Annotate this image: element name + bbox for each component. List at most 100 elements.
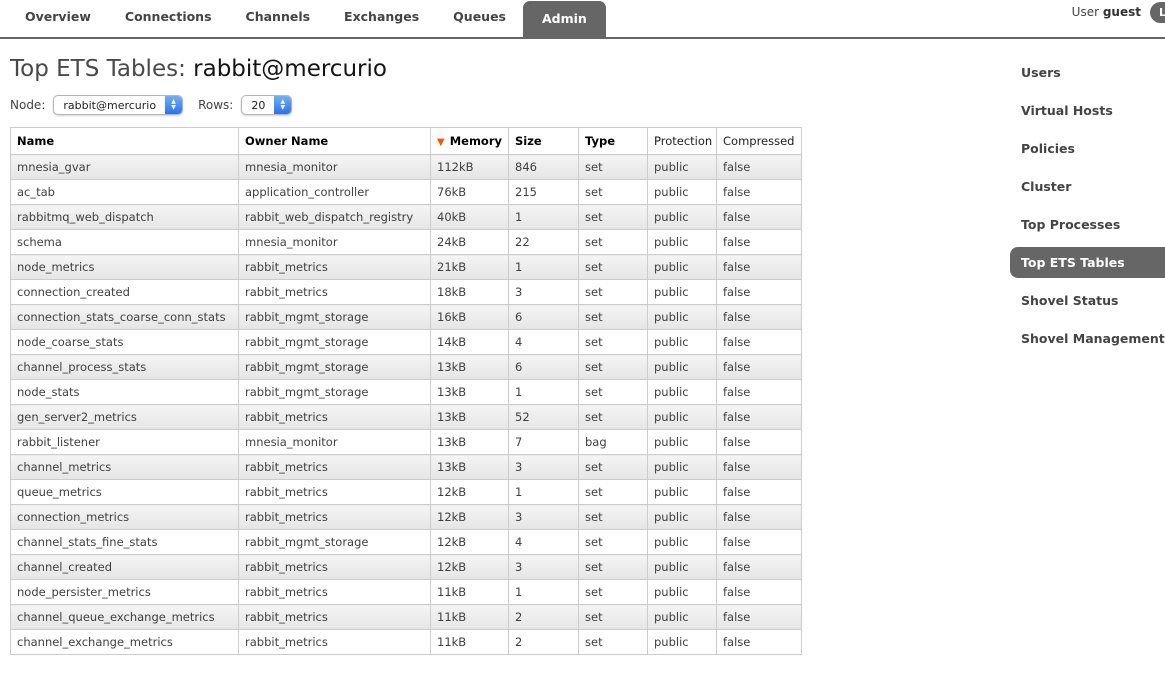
sidebar-item-cluster[interactable]: Cluster bbox=[1021, 179, 1072, 194]
cell-memory: 11kB bbox=[430, 604, 509, 630]
cell-name: channel_exchange_metrics bbox=[10, 629, 239, 655]
cell-name: rabbitmq_web_dispatch bbox=[10, 204, 239, 230]
tab-connections[interactable]: Connections bbox=[124, 9, 212, 24]
cell-type: set bbox=[578, 504, 648, 530]
table-row: channel_queue_exchange_metrics rabbit_met… bbox=[10, 604, 802, 630]
cell-size: 52 bbox=[508, 404, 579, 430]
cell-name: channel_metrics bbox=[10, 454, 239, 480]
cell-compressed: false bbox=[716, 554, 802, 580]
cell-owner-name: mnesia_monitor bbox=[238, 429, 431, 455]
column-header-label: Protection bbox=[654, 134, 713, 148]
column-header-size[interactable]: Size bbox=[508, 127, 579, 155]
cell-owner-name: rabbit_metrics bbox=[238, 629, 431, 655]
sidebar-item-shovel-management[interactable]: Shovel Management bbox=[1021, 331, 1165, 346]
cell-memory: 14kB bbox=[430, 329, 509, 355]
tab-queues[interactable]: Queues bbox=[453, 9, 506, 24]
cell-type: set bbox=[578, 604, 648, 630]
table-row: connection_created rabbit_metrics 18kB 3 set… bbox=[10, 279, 802, 305]
table-row: channel_created rabbit_metrics 12kB 3 set pub… bbox=[10, 554, 802, 580]
tab-exchanges[interactable]: Exchanges bbox=[344, 9, 420, 24]
top-navigation-bar: Overview Connections Channels Exchanges Queu… bbox=[0, 0, 1165, 39]
cell-name: channel_stats_fine_stats bbox=[10, 529, 239, 555]
node-select[interactable]: rabbit@mercurio ▲ ▼ bbox=[53, 95, 184, 115]
cell-compressed: false bbox=[716, 304, 802, 330]
page-title: Top ETS Tables: rabbit@mercurio bbox=[10, 56, 1165, 82]
cell-compressed: false bbox=[716, 179, 802, 205]
sort-desc-icon: ▼ bbox=[437, 137, 445, 148]
cell-owner-name: rabbit_mgmt_storage bbox=[238, 329, 431, 355]
cell-type: set bbox=[578, 304, 648, 330]
sidebar-item-users[interactable]: Users bbox=[1021, 65, 1061, 80]
column-header-protection[interactable]: Protection bbox=[647, 127, 717, 155]
cell-protection: public bbox=[647, 179, 717, 205]
cell-compressed: false bbox=[716, 454, 802, 480]
cell-protection: public bbox=[647, 579, 717, 605]
column-header-label: Memory bbox=[449, 134, 502, 148]
cell-protection: public bbox=[647, 229, 717, 255]
cell-compressed: false bbox=[716, 329, 802, 355]
column-header-type[interactable]: Type bbox=[578, 127, 648, 155]
cell-type: set bbox=[578, 329, 648, 355]
user-name: guest bbox=[1102, 5, 1141, 19]
cell-owner-name: rabbit_metrics bbox=[238, 254, 431, 280]
cell-name: rabbit_listener bbox=[10, 429, 239, 455]
sidebar-item-virtual-hosts[interactable]: Virtual Hosts bbox=[1021, 103, 1113, 118]
cell-size: 3 bbox=[508, 554, 579, 580]
cell-memory: 40kB bbox=[430, 204, 509, 230]
cell-memory: 13kB bbox=[430, 354, 509, 380]
cell-type: set bbox=[578, 579, 648, 605]
stepper-down-icon: ▼ bbox=[280, 104, 286, 111]
table-header-row: Name Owner Name ▼ Memory Size Type Protection C… bbox=[10, 127, 802, 155]
tab-admin[interactable]: Admin bbox=[523, 1, 606, 37]
cell-owner-name: rabbit_mgmt_storage bbox=[238, 529, 431, 555]
cell-size: 846 bbox=[508, 154, 579, 180]
cell-protection: public bbox=[647, 529, 717, 555]
cell-memory: 24kB bbox=[430, 229, 509, 255]
cell-memory: 13kB bbox=[430, 404, 509, 430]
cell-size: 1 bbox=[508, 379, 579, 405]
tab-overview[interactable]: Overview bbox=[25, 9, 91, 24]
cell-compressed: false bbox=[716, 229, 802, 255]
table-row: mnesia_gvar mnesia_monitor 112kB 846 set publ… bbox=[10, 154, 802, 180]
sidebar-item-policies[interactable]: Policies bbox=[1021, 141, 1075, 156]
cell-compressed: false bbox=[716, 604, 802, 630]
cell-protection: public bbox=[647, 354, 717, 380]
table-row: channel_metrics rabbit_metrics 13kB 3 set pub… bbox=[10, 454, 802, 480]
sidebar-item-top-ets-tables[interactable]: Top ETS Tables bbox=[1010, 247, 1165, 278]
column-header-compressed[interactable]: Compressed bbox=[716, 127, 802, 155]
cell-name: queue_metrics bbox=[10, 479, 239, 505]
cell-compressed: false bbox=[716, 254, 802, 280]
cell-type: set bbox=[578, 629, 648, 655]
column-header-owner-name[interactable]: Owner Name bbox=[238, 127, 431, 155]
cell-compressed: false bbox=[716, 629, 802, 655]
stepper-up-icon: ▲ bbox=[280, 98, 286, 105]
tab-channels[interactable]: Channels bbox=[245, 9, 311, 24]
cell-memory: 12kB bbox=[430, 479, 509, 505]
table-row: channel_process_stats rabbit_mgmt_storage… bbox=[10, 354, 802, 380]
cell-memory: 13kB bbox=[430, 379, 509, 405]
rows-select[interactable]: 20 ▲ ▼ bbox=[241, 95, 293, 115]
cell-owner-name: mnesia_monitor bbox=[238, 154, 431, 180]
table-row: ac_tab application_controller 76kB 215 set pu… bbox=[10, 179, 802, 205]
cell-owner-name: mnesia_monitor bbox=[238, 229, 431, 255]
sidebar-item-top-processes[interactable]: Top Processes bbox=[1021, 217, 1121, 232]
page-title-prefix: Top ETS Tables: bbox=[10, 56, 186, 82]
cell-type: set bbox=[578, 204, 648, 230]
cell-memory: 16kB bbox=[430, 304, 509, 330]
cell-owner-name: rabbit_metrics bbox=[238, 579, 431, 605]
column-header-name[interactable]: Name bbox=[10, 127, 239, 155]
logout-button[interactable]: Log out bbox=[1150, 2, 1165, 23]
cell-compressed: false bbox=[716, 579, 802, 605]
cell-protection: public bbox=[647, 279, 717, 305]
cell-size: 2 bbox=[508, 629, 579, 655]
table-row: channel_stats_fine_stats rabbit_mgmt_stor… bbox=[10, 529, 802, 555]
cell-name: schema bbox=[10, 229, 239, 255]
cell-type: set bbox=[578, 529, 648, 555]
cell-size: 4 bbox=[508, 329, 579, 355]
column-header-memory[interactable]: ▼ Memory bbox=[430, 127, 509, 155]
page-title-node: rabbit@mercurio bbox=[193, 56, 387, 82]
sidebar-item-shovel-status[interactable]: Shovel Status bbox=[1021, 293, 1119, 308]
column-header-label: Owner Name bbox=[245, 134, 329, 148]
cell-memory: 21kB bbox=[430, 254, 509, 280]
cell-memory: 12kB bbox=[430, 504, 509, 530]
